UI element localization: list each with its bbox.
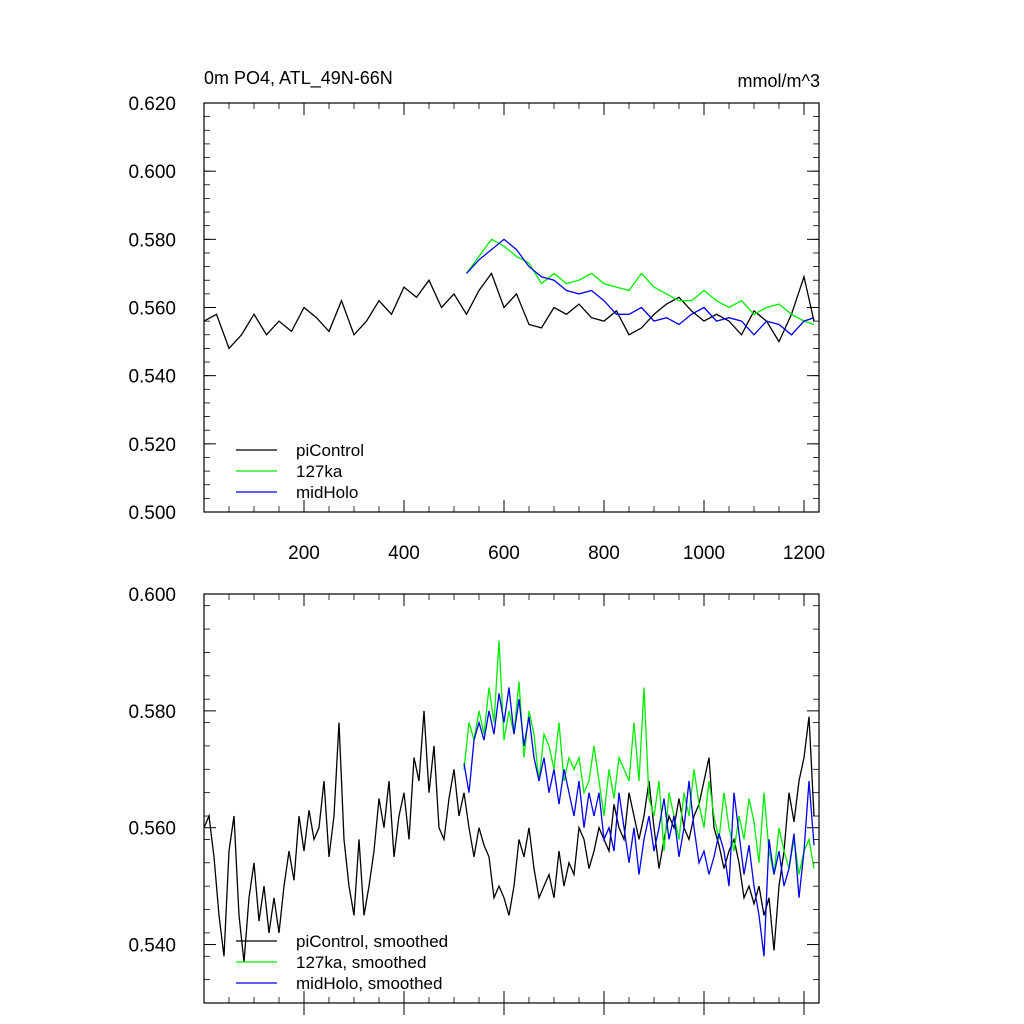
top-x-tick-labels: 200 400 600 800 1000 1200 bbox=[288, 543, 825, 564]
top-legend: piControl 127ka midHolo bbox=[236, 441, 364, 502]
bottom-plot-frame bbox=[203, 593, 820, 1004]
top-legend-label-1: 127ka bbox=[296, 462, 343, 481]
top-legend-label-2: midHolo bbox=[296, 483, 358, 502]
bottom-panel: 0.540 0.560 0.580 0.600 piControl, smoothed… bbox=[128, 585, 820, 1015]
top-x-tick-label: 1000 bbox=[683, 543, 725, 564]
top-y-tick-label: 0.600 bbox=[128, 162, 176, 183]
top-plot-frame bbox=[203, 102, 820, 513]
top-y-tick-label: 0.560 bbox=[128, 299, 176, 320]
chart-title: 0m PO4, ATL_49N-66N bbox=[204, 68, 393, 89]
top-x-tick-label: 600 bbox=[488, 543, 520, 564]
top-legend-label-0: piControl bbox=[296, 441, 364, 460]
bot-series-line-2 bbox=[463, 687, 815, 957]
top-y-tick-label: 0.620 bbox=[128, 94, 176, 115]
top-series-lines bbox=[203, 238, 815, 350]
bot-y-tick-label: 0.540 bbox=[128, 936, 176, 957]
bot-legend-label-1: 127ka, smoothed bbox=[296, 953, 426, 972]
bot-y-tick-label: 0.560 bbox=[128, 819, 176, 840]
bottom-series-lines bbox=[203, 640, 815, 963]
top-x-tick-label: 400 bbox=[388, 543, 420, 564]
top-y-tick-label: 0.520 bbox=[128, 435, 176, 456]
units-label: mmol/m^3 bbox=[738, 71, 820, 91]
top-x-tick-label: 800 bbox=[588, 543, 620, 564]
top-tick-marks bbox=[204, 102, 819, 513]
top-y-tick-label: 0.500 bbox=[128, 503, 176, 524]
top-series-line-0 bbox=[203, 272, 815, 350]
bottom-tick-marks bbox=[204, 593, 819, 1015]
bot-legend-label-0: piControl, smoothed bbox=[296, 932, 448, 951]
top-y-tick-labels: 0.500 0.520 0.540 0.560 0.580 0.600 0.620 bbox=[128, 94, 176, 524]
bottom-y-tick-labels: 0.540 0.560 0.580 0.600 bbox=[128, 585, 176, 957]
top-x-tick-label: 200 bbox=[288, 543, 320, 564]
bottom-legend: piControl, smoothed 127ka, smoothed midHol… bbox=[236, 932, 448, 993]
bot-legend-label-2: midHolo, smoothed bbox=[296, 974, 442, 993]
top-x-tick-label: 1200 bbox=[783, 543, 825, 564]
top-y-tick-label: 0.580 bbox=[128, 230, 176, 251]
top-series-line-2 bbox=[466, 238, 815, 336]
bot-y-tick-label: 0.600 bbox=[128, 585, 176, 606]
top-panel: 0m PO4, ATL_49N-66N mmol/m^3 0.5000.5200… bbox=[128, 68, 825, 564]
top-y-tick-label: 0.540 bbox=[128, 367, 176, 388]
bot-y-tick-label: 0.580 bbox=[128, 702, 176, 723]
